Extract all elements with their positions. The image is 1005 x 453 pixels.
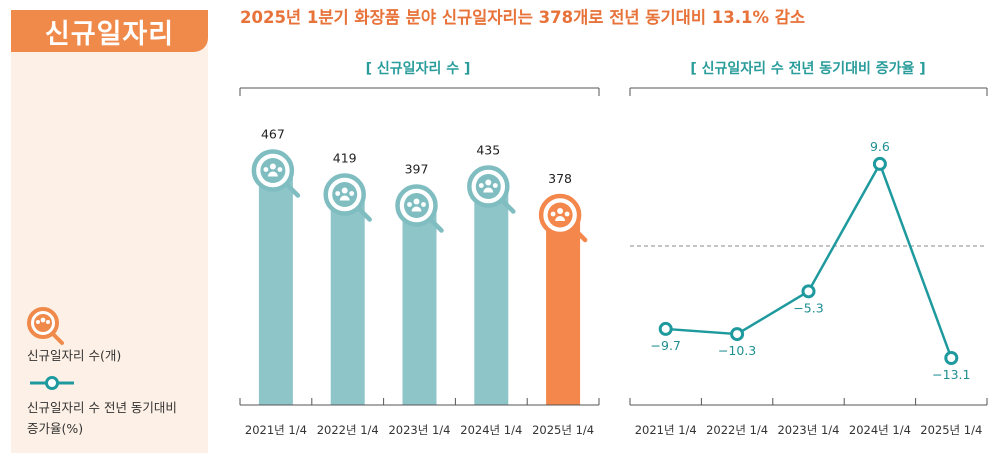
legend-line-label-2: 증가율(%) <box>27 421 84 436</box>
x-tick-label: 2025년 1/4 <box>920 423 982 437</box>
bar-5 <box>546 216 581 405</box>
bar-1 <box>258 171 293 405</box>
line-point-4 <box>872 156 887 171</box>
magnifier-icon <box>467 165 516 214</box>
headline: 2025년 1분기 화장품 분야 신규일자리는 378개로 전년 동기대비 13… <box>240 8 806 27</box>
line-value-label: −9.7 <box>651 338 681 353</box>
bar-value-label: 397 <box>405 162 429 177</box>
line-chart-title: [ 신규일자리 수 전년 동기대비 증가율 ] <box>690 61 926 77</box>
magnifier-icon <box>395 184 444 233</box>
legend-sidebar: 신규일자리 <box>11 10 208 453</box>
x-tick-label: 2022년 1/4 <box>706 423 768 437</box>
line-value-label: −13.1 <box>932 367 970 382</box>
bar-value-label: 435 <box>476 143 500 158</box>
bar-chart-title: [ 신규일자리 수 ] <box>365 61 471 77</box>
line-point-1 <box>658 321 673 336</box>
magnifier-icon <box>323 173 372 222</box>
line-value-label: 9.6 <box>870 139 890 154</box>
growth-rate-line <box>665 162 953 359</box>
legend-line-icon <box>30 376 74 390</box>
line-point-2 <box>730 327 745 342</box>
x-tick-label: 2022년 1/4 <box>317 423 379 437</box>
bar-2 <box>330 195 365 405</box>
x-tick-label: 2024년 1/4 <box>460 423 522 437</box>
highlight-magnifier-icon <box>538 193 588 243</box>
legend-bar-label: 신규일자리 수(개) <box>27 348 122 363</box>
bar-value-label: 419 <box>333 151 357 166</box>
x-tick-label: 2021년 1/4 <box>635 423 697 437</box>
bar-4 <box>474 187 509 405</box>
bar-value-label: 378 <box>548 171 572 186</box>
magnifier-icon <box>251 149 301 198</box>
legend-bar-icon <box>27 307 64 345</box>
line-value-label: −5.3 <box>793 300 823 315</box>
line-point-3 <box>801 284 816 299</box>
x-tick-label: 2023년 1/4 <box>777 423 839 437</box>
legend-line-label-1: 신규일자리 수 전년 동기대비 <box>27 400 177 415</box>
line-point-5 <box>944 351 959 366</box>
x-tick-label: 2025년 1/4 <box>532 423 594 437</box>
x-tick-label: 2024년 1/4 <box>849 423 911 437</box>
section-badge: 신규일자리 <box>11 10 208 52</box>
bar-value-label: 467 <box>261 127 285 142</box>
x-tick-label: 2021년 1/4 <box>245 423 307 437</box>
bar-3 <box>402 206 437 405</box>
line-value-label: −10.3 <box>718 343 756 358</box>
x-tick-label: 2023년 1/4 <box>388 423 450 437</box>
